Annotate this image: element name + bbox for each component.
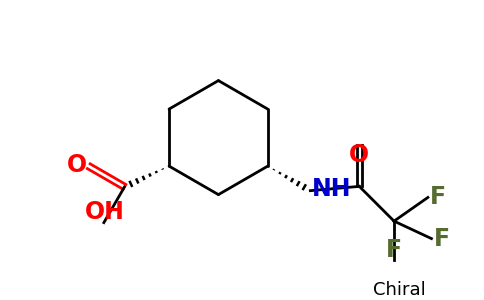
Text: F: F: [386, 238, 402, 262]
Text: O: O: [67, 153, 87, 177]
Text: F: F: [433, 226, 450, 250]
Text: OH: OH: [85, 200, 125, 224]
Text: Chiral: Chiral: [373, 281, 425, 299]
Text: F: F: [430, 185, 446, 209]
Text: NH: NH: [312, 177, 352, 201]
Text: O: O: [349, 143, 369, 167]
